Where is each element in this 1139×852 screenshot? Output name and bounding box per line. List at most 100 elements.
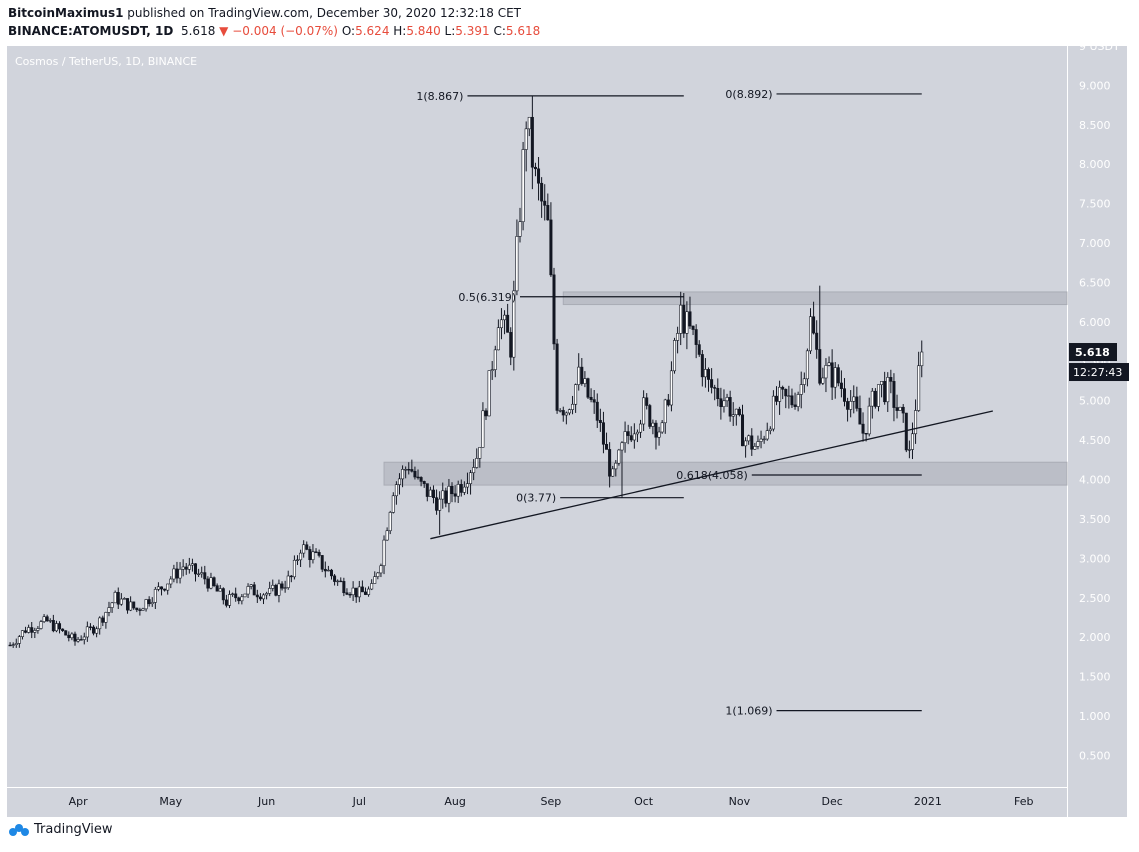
candle[interactable]: [478, 447, 482, 468]
candle[interactable]: [187, 557, 191, 574]
candle[interactable]: [703, 358, 707, 388]
candle[interactable]: [277, 579, 281, 603]
candle[interactable]: [546, 193, 550, 221]
candle[interactable]: [138, 607, 142, 616]
candle[interactable]: [639, 419, 643, 438]
candle[interactable]: [438, 491, 442, 535]
candle[interactable]: [614, 460, 618, 477]
candle[interactable]: [561, 406, 565, 422]
candle[interactable]: [45, 614, 49, 622]
fib-level[interactable]: 1(8.867): [416, 90, 684, 103]
candle[interactable]: [76, 637, 80, 643]
last-price-tag[interactable]: 5.618: [1069, 343, 1117, 362]
candle[interactable]: [181, 559, 185, 577]
candle[interactable]: [700, 349, 704, 387]
candle[interactable]: [450, 482, 454, 503]
candle[interactable]: [194, 563, 198, 582]
candle[interactable]: [435, 489, 439, 515]
candle[interactable]: [237, 596, 241, 605]
candle[interactable]: [465, 472, 469, 495]
candle[interactable]: [70, 632, 74, 641]
candle[interactable]: [144, 598, 148, 612]
candle[interactable]: [51, 614, 55, 633]
candle[interactable]: [462, 481, 466, 496]
candle[interactable]: [274, 583, 278, 597]
candle[interactable]: [852, 385, 856, 414]
candle[interactable]: [141, 607, 145, 611]
candle[interactable]: [515, 219, 519, 296]
candle[interactable]: [320, 555, 324, 573]
candle[interactable]: [759, 430, 763, 449]
candle[interactable]: [620, 441, 624, 498]
candle[interactable]: [753, 442, 757, 450]
candle[interactable]: [58, 621, 62, 634]
candle[interactable]: [342, 577, 346, 597]
candle[interactable]: [892, 373, 896, 422]
candle[interactable]: [880, 381, 884, 398]
candle[interactable]: [17, 635, 21, 648]
candle[interactable]: [255, 589, 259, 603]
candle[interactable]: [827, 356, 831, 367]
candle[interactable]: [796, 391, 800, 412]
candle[interactable]: [252, 581, 256, 596]
candle[interactable]: [129, 596, 133, 612]
resistance-zone[interactable]: [383, 461, 1068, 486]
candle[interactable]: [694, 324, 698, 359]
candle[interactable]: [197, 568, 201, 577]
candle[interactable]: [354, 587, 358, 603]
candle[interactable]: [719, 387, 723, 420]
candle[interactable]: [808, 308, 812, 354]
candle[interactable]: [629, 426, 633, 443]
candle[interactable]: [67, 631, 71, 642]
candle[interactable]: [147, 596, 151, 607]
candle[interactable]: [456, 480, 460, 504]
candle[interactable]: [92, 625, 96, 636]
candle[interactable]: [295, 555, 299, 565]
fib-level[interactable]: 1(1.069): [725, 705, 922, 718]
candle[interactable]: [206, 576, 210, 592]
candle[interactable]: [98, 616, 102, 635]
candle[interactable]: [329, 568, 333, 580]
candle[interactable]: [11, 642, 15, 648]
candle[interactable]: [370, 579, 374, 591]
candle[interactable]: [778, 380, 782, 415]
candle[interactable]: [626, 424, 630, 445]
fib-level[interactable]: 0(8.892): [725, 88, 922, 101]
candle[interactable]: [416, 469, 420, 480]
candle[interactable]: [855, 386, 859, 412]
candle[interactable]: [286, 570, 290, 590]
candle[interactable]: [873, 388, 877, 409]
candle[interactable]: [240, 593, 244, 605]
candle[interactable]: [917, 351, 921, 412]
candle[interactable]: [608, 442, 612, 488]
candle[interactable]: [265, 591, 269, 600]
candle[interactable]: [36, 626, 40, 634]
candle[interactable]: [326, 565, 330, 572]
price-axis[interactable]: [1068, 46, 1127, 817]
candle[interactable]: [280, 581, 284, 591]
candle[interactable]: [793, 392, 797, 410]
candle[interactable]: [741, 404, 745, 447]
candle[interactable]: [632, 423, 636, 449]
candle[interactable]: [160, 586, 164, 596]
candle[interactable]: [744, 437, 748, 458]
candle[interactable]: [842, 378, 846, 407]
candle[interactable]: [747, 434, 751, 445]
candle[interactable]: [221, 587, 225, 605]
candle[interactable]: [558, 408, 562, 413]
candle[interactable]: [589, 388, 593, 403]
candle[interactable]: [212, 576, 216, 588]
candle[interactable]: [311, 544, 315, 564]
candle[interactable]: [190, 558, 194, 572]
candle[interactable]: [339, 577, 343, 583]
candle[interactable]: [8, 642, 12, 647]
candle[interactable]: [799, 371, 803, 409]
candle[interactable]: [231, 592, 235, 597]
candle[interactable]: [156, 582, 160, 592]
candle[interactable]: [867, 397, 871, 437]
candle[interactable]: [713, 384, 717, 401]
candle[interactable]: [397, 473, 401, 495]
candle[interactable]: [428, 486, 432, 497]
candle[interactable]: [85, 621, 89, 642]
